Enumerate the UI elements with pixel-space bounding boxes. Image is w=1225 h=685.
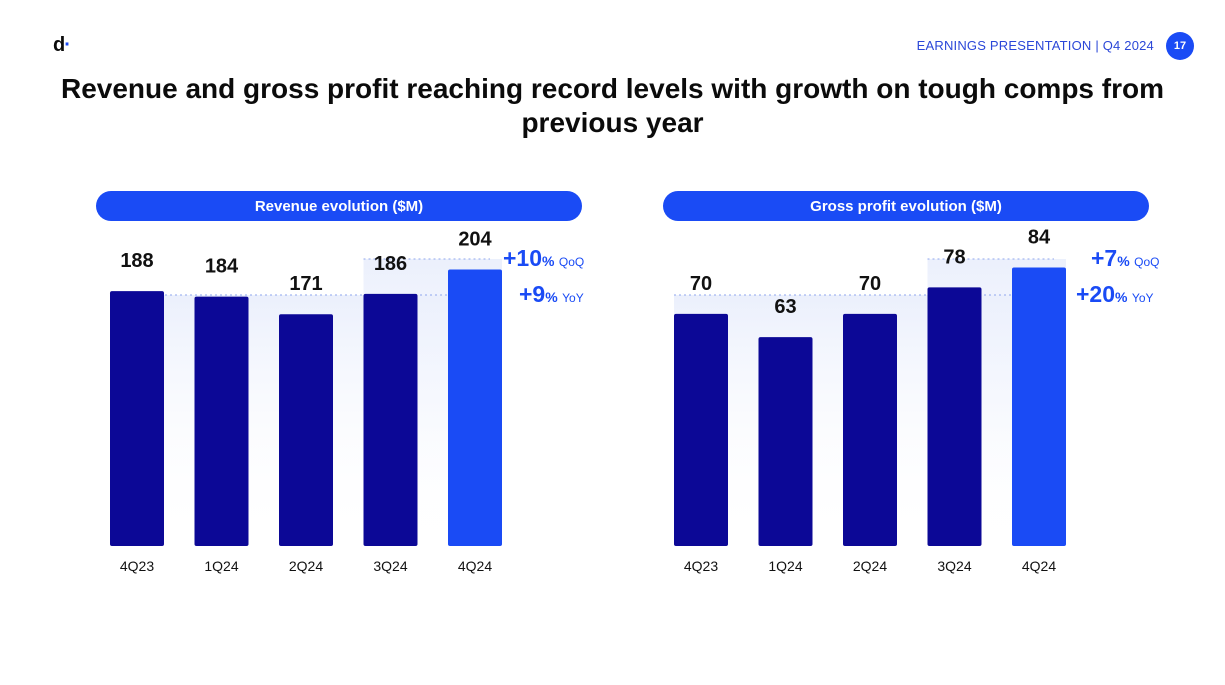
bar-4Q23 bbox=[110, 291, 164, 546]
data-label-4Q24: 204 bbox=[458, 228, 492, 250]
bar-4Q24 bbox=[1012, 267, 1066, 546]
gross-profit-qoq-label: QoQ bbox=[1134, 255, 1160, 269]
gross-profit-qoq-pct: % bbox=[1117, 253, 1130, 269]
bar-1Q24 bbox=[758, 337, 813, 546]
revenue-bar-chart: 188 4Q23 184 1Q24 171 2Q24 186 3Q24 204 4Q24 bbox=[110, 228, 502, 574]
revenue-yoy-value: +9 bbox=[519, 281, 546, 307]
gross-profit-qoq-value: +7 bbox=[1091, 245, 1118, 271]
x-tick-4Q23: 4Q23 bbox=[120, 558, 154, 574]
gross-profit-chart-title: Gross profit evolution ($M) bbox=[663, 191, 1149, 221]
x-tick-2Q24: 2Q24 bbox=[853, 558, 887, 574]
x-tick-3Q24: 3Q24 bbox=[937, 558, 971, 574]
revenue-chart-title: Revenue evolution ($M) bbox=[96, 191, 582, 221]
page-number-badge: 17 bbox=[1166, 32, 1194, 60]
slide-title: Revenue and gross profit reaching record… bbox=[0, 72, 1225, 140]
logo-dot: · bbox=[64, 34, 71, 56]
bar-4Q24 bbox=[448, 269, 502, 546]
x-tick-2Q24: 2Q24 bbox=[289, 558, 323, 574]
bar-2Q24 bbox=[279, 314, 333, 546]
logo-text: d bbox=[53, 34, 65, 56]
gross-profit-qoq-growth: +7% QoQ bbox=[1091, 245, 1159, 272]
x-tick-4Q24: 4Q24 bbox=[1022, 558, 1056, 574]
data-label-1Q24: 184 bbox=[205, 256, 239, 278]
revenue-qoq-pct: % bbox=[542, 253, 555, 269]
bar-1Q24 bbox=[194, 296, 249, 546]
data-label-4Q24: 84 bbox=[1028, 227, 1051, 249]
revenue-yoy-growth: +9% YoY bbox=[519, 281, 584, 308]
gross-profit-bar-chart: 70 4Q23 63 1Q24 70 2Q24 78 3Q24 84 4Q24 bbox=[674, 227, 1066, 574]
x-tick-3Q24: 3Q24 bbox=[373, 558, 407, 574]
x-tick-4Q24: 4Q24 bbox=[458, 558, 492, 574]
data-label-2Q24: 171 bbox=[289, 273, 322, 295]
company-logo: d· bbox=[53, 34, 71, 57]
revenue-yoy-label: YoY bbox=[562, 291, 584, 305]
data-label-3Q24: 186 bbox=[374, 253, 407, 275]
data-label-4Q23: 70 bbox=[690, 273, 712, 295]
slide-title-text: Revenue and gross profit reaching record… bbox=[60, 73, 1165, 138]
x-tick-1Q24: 1Q24 bbox=[204, 558, 238, 574]
revenue-qoq-label: QoQ bbox=[558, 255, 585, 269]
revenue-yoy-pct: % bbox=[545, 289, 558, 305]
bar-4Q23 bbox=[674, 313, 728, 546]
data-label-1Q24: 63 bbox=[774, 296, 796, 318]
gross-profit-yoy-label: YoY bbox=[1131, 291, 1154, 305]
bar-2Q24 bbox=[843, 313, 897, 546]
x-tick-1Q24: 1Q24 bbox=[768, 558, 802, 574]
presentation-label: EARNINGS PRESENTATION | Q4 2024 bbox=[916, 38, 1154, 53]
bar-3Q24 bbox=[927, 287, 982, 546]
data-label-4Q23: 188 bbox=[120, 250, 153, 272]
gross-profit-yoy-pct: % bbox=[1115, 289, 1128, 305]
gross-profit-yoy-value: +20 bbox=[1076, 281, 1116, 307]
x-tick-4Q23: 4Q23 bbox=[684, 558, 718, 574]
bar-3Q24 bbox=[363, 293, 418, 546]
data-label-2Q24: 70 bbox=[859, 273, 881, 295]
data-label-3Q24: 78 bbox=[943, 246, 965, 268]
revenue-qoq-value: +10 bbox=[503, 245, 543, 271]
revenue-qoq-growth: +10% QoQ bbox=[503, 245, 584, 272]
gross-profit-yoy-growth: +20% YoY bbox=[1076, 281, 1154, 308]
